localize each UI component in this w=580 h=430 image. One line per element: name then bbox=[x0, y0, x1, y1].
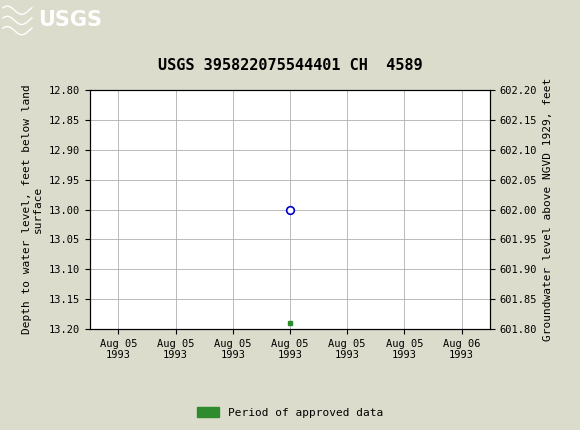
Y-axis label: Depth to water level, feet below land
surface: Depth to water level, feet below land su… bbox=[22, 85, 44, 335]
Legend: Period of approved data: Period of approved data bbox=[193, 403, 387, 422]
Text: USGS 395822075544401 CH  4589: USGS 395822075544401 CH 4589 bbox=[158, 58, 422, 73]
Y-axis label: Groundwater level above NGVD 1929, feet: Groundwater level above NGVD 1929, feet bbox=[543, 78, 553, 341]
Text: USGS: USGS bbox=[38, 10, 102, 31]
